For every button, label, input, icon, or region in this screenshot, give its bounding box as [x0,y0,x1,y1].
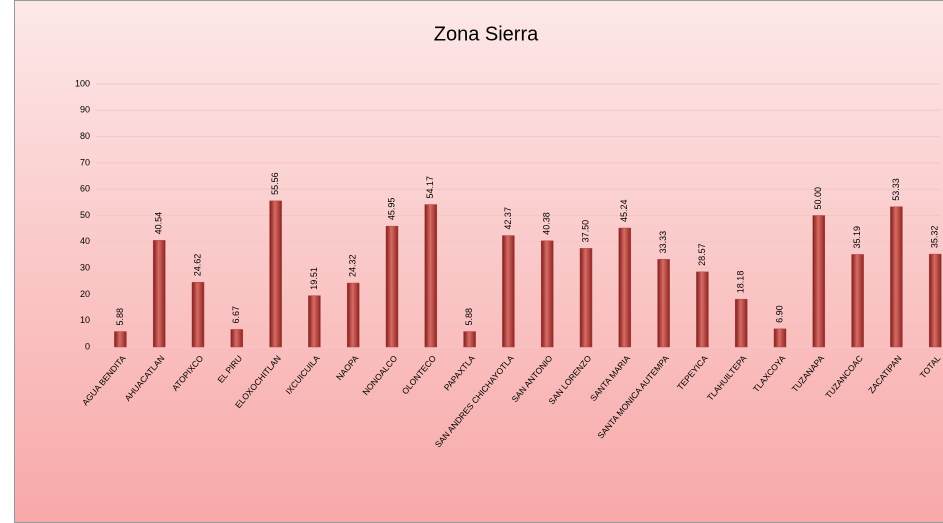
bar [734,298,748,348]
bar [269,200,282,348]
value-label: 5.88 [464,308,474,326]
bar [346,282,360,348]
bar [230,329,244,348]
value-label: 45.24 [619,199,629,222]
y-tick-label: 70 [80,157,90,167]
value-label: 18.18 [736,271,746,294]
bar [424,204,438,348]
y-tick-label: 30 [80,262,90,272]
bar [657,259,670,348]
chart-background [14,0,943,523]
value-label: 6.90 [774,305,784,323]
value-label: 42.37 [503,207,513,230]
bar [579,248,593,348]
bar [696,271,709,348]
bar [928,253,942,348]
bar [812,215,826,348]
bar [191,281,205,348]
bar [851,254,864,348]
value-label: 19.51 [309,267,319,290]
bar [502,235,515,348]
y-tick-label: 80 [80,131,90,141]
bar [618,227,632,348]
value-label: 40.54 [154,212,164,235]
y-tick-label: 20 [80,289,90,299]
value-label: 37.50 [580,220,590,243]
value-label: 28.57 [697,243,707,266]
y-tick-label: 40 [80,236,90,246]
y-tick-label: 90 [80,105,90,115]
value-label: 40.38 [542,212,552,235]
y-tick-label: 100 [75,78,90,88]
value-label: 50.00 [813,187,823,210]
chart-title: Zona Sierra [434,23,539,45]
value-label: 54.17 [425,176,435,199]
value-label: 55.56 [270,172,280,195]
bar [773,328,787,348]
y-tick-label: 60 [80,184,90,194]
bar [463,331,476,348]
y-tick-label: 50 [80,210,90,220]
y-tick-label: 0 [85,341,90,351]
bar [540,240,554,348]
value-label: 33.33 [658,231,668,254]
value-label: 5.88 [115,308,125,326]
value-label: 45.95 [386,198,396,221]
bar [308,295,321,348]
y-tick-label: 10 [80,315,90,325]
bar [385,225,399,348]
value-label: 35.19 [852,226,862,249]
value-label: 6.67 [231,306,241,324]
value-label: 24.62 [192,254,202,277]
value-label: 24.32 [348,255,358,278]
bar [114,331,127,348]
value-label: 53.33 [891,178,901,201]
bar [152,240,166,348]
bar [890,206,903,348]
value-label: 35.32 [930,226,940,249]
